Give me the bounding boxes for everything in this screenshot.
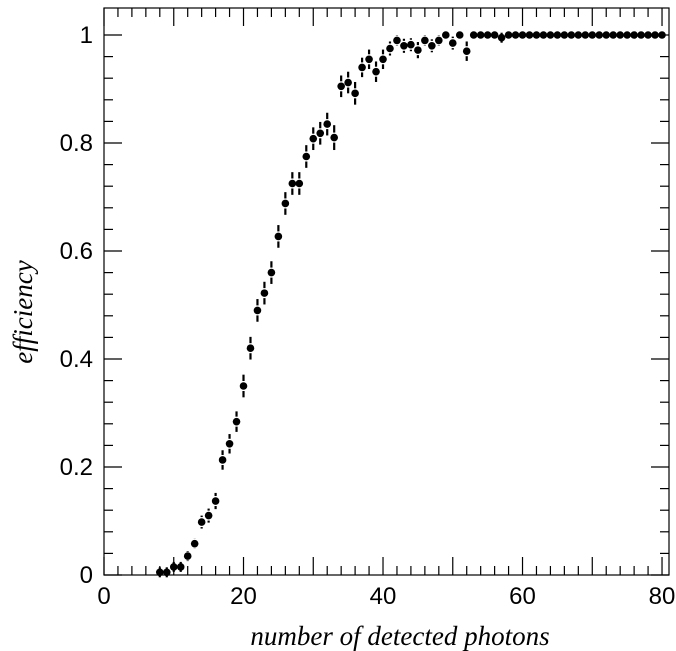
x-tick-label: 0 <box>97 583 110 610</box>
y-tick-label: 0.8 <box>60 130 93 157</box>
y-tick-label: 0.6 <box>60 238 93 265</box>
data-point <box>518 31 527 39</box>
data-point <box>581 31 590 39</box>
data-point <box>651 31 659 39</box>
x-tick-label: 40 <box>370 583 397 610</box>
data-point <box>323 120 332 128</box>
data-point <box>183 552 192 560</box>
data-point <box>525 31 534 39</box>
x-tick-label: 20 <box>230 583 257 610</box>
data-point <box>504 31 513 39</box>
data-point <box>211 497 220 505</box>
data-point <box>476 31 485 39</box>
plot-frame <box>103 7 670 576</box>
data-point <box>421 36 429 45</box>
data-point <box>309 134 318 143</box>
data-points <box>156 31 666 577</box>
data-point <box>469 31 478 39</box>
data-point <box>407 40 415 49</box>
data-point <box>574 31 583 39</box>
data-point <box>176 563 185 571</box>
data-point <box>372 67 380 76</box>
error-bars <box>158 32 503 578</box>
data-point <box>379 55 387 64</box>
data-point <box>218 456 227 464</box>
data-point <box>204 511 213 520</box>
data-point <box>546 31 555 39</box>
data-point <box>511 31 520 39</box>
data-point <box>539 31 548 39</box>
data-point <box>302 152 311 161</box>
data-point <box>428 42 436 50</box>
data-point <box>602 31 611 39</box>
data-point <box>644 31 652 39</box>
data-point <box>560 31 569 39</box>
data-point <box>441 31 450 39</box>
data-point <box>260 289 269 297</box>
data-point <box>497 33 506 42</box>
x-tick-label: 60 <box>509 583 536 610</box>
data-point <box>414 46 422 54</box>
data-point <box>448 39 457 47</box>
data-point <box>658 31 666 39</box>
data-point <box>616 31 624 39</box>
data-point <box>288 179 297 188</box>
data-point <box>162 568 171 577</box>
data-point <box>532 31 541 39</box>
data-point <box>400 42 408 50</box>
data-point <box>637 31 645 39</box>
data-point <box>169 563 178 571</box>
data-point <box>455 31 464 39</box>
data-point <box>365 55 373 64</box>
data-point <box>197 518 206 526</box>
y-tick-label: 1 <box>80 22 93 49</box>
axis-ticks <box>103 8 669 576</box>
data-point <box>225 439 234 448</box>
data-point <box>490 31 499 39</box>
y-axis-title: efficiency <box>8 260 38 363</box>
tick-labels: 0 20 40 60 80 0 0.2 0.4 0.6 0.8 1 <box>60 22 676 610</box>
data-point <box>253 306 262 315</box>
data-point <box>190 539 199 548</box>
data-point <box>337 82 345 91</box>
data-point <box>595 31 604 39</box>
data-point <box>232 417 241 426</box>
data-point <box>330 133 338 142</box>
x-axis-title: number of detected photons <box>250 621 549 651</box>
data-point <box>246 344 255 353</box>
y-tick-label: 0.2 <box>60 454 93 481</box>
data-point <box>344 78 352 87</box>
y-tick-label: 0 <box>80 562 93 589</box>
data-point <box>295 179 304 188</box>
data-point <box>281 199 290 208</box>
data-point <box>435 36 443 45</box>
y-tick-label: 0.4 <box>60 346 93 373</box>
data-point <box>358 63 366 72</box>
data-point <box>588 31 597 39</box>
x-tick-label: 80 <box>649 583 676 610</box>
data-point <box>156 568 164 577</box>
data-point <box>351 89 359 98</box>
data-point <box>483 31 492 39</box>
data-point <box>386 44 394 53</box>
data-point <box>239 382 248 390</box>
data-point <box>462 47 471 55</box>
data-point <box>267 268 276 277</box>
data-point <box>623 31 631 39</box>
data-point <box>630 31 638 39</box>
data-point <box>274 232 283 241</box>
data-point <box>393 36 401 45</box>
data-point <box>316 129 325 138</box>
data-point <box>553 31 562 39</box>
data-point <box>567 31 576 39</box>
data-point <box>609 31 617 39</box>
